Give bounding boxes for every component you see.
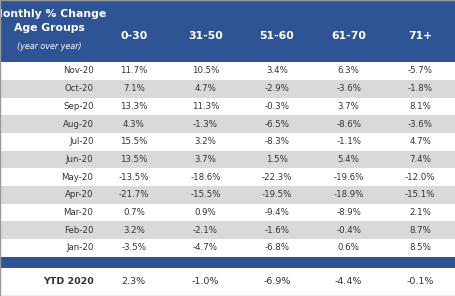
Text: 31-50: 31-50: [187, 31, 222, 41]
Text: Jul-20: Jul-20: [69, 137, 93, 146]
Text: -18.6%: -18.6%: [190, 173, 220, 181]
Text: -18.9%: -18.9%: [333, 190, 363, 199]
Text: -6.8%: -6.8%: [264, 243, 289, 252]
Bar: [0, 221, 455, 239]
Text: -3.6%: -3.6%: [407, 120, 432, 128]
Bar: [0, 80, 455, 97]
Text: Age Groups: Age Groups: [14, 23, 84, 33]
Text: 11.3%: 11.3%: [191, 102, 219, 111]
Text: -3.6%: -3.6%: [335, 84, 360, 93]
Text: 61-70: 61-70: [330, 31, 365, 41]
Text: 2.3%: 2.3%: [121, 277, 146, 287]
Text: 0.9%: 0.9%: [194, 208, 216, 217]
Text: Mar-20: Mar-20: [63, 208, 93, 217]
Text: YTD 2020: YTD 2020: [43, 277, 93, 287]
Text: -6.5%: -6.5%: [264, 120, 289, 128]
Text: 15.5%: 15.5%: [120, 137, 147, 146]
Text: -22.3%: -22.3%: [261, 173, 292, 181]
Text: -8.3%: -8.3%: [264, 137, 289, 146]
Text: 10.5%: 10.5%: [191, 67, 219, 75]
Text: 3.4%: 3.4%: [266, 67, 287, 75]
Text: May-20: May-20: [61, 173, 93, 181]
Text: 0-30: 0-30: [120, 31, 147, 41]
Text: Jun-20: Jun-20: [66, 155, 93, 164]
Text: -6.9%: -6.9%: [263, 277, 290, 287]
Bar: [0, 151, 455, 168]
Bar: [0, 97, 455, 115]
Text: Monthly % Change: Monthly % Change: [0, 9, 106, 19]
Text: -3.5%: -3.5%: [121, 243, 146, 252]
Bar: [0, 257, 455, 268]
Text: 13.5%: 13.5%: [120, 155, 147, 164]
Text: -4.7%: -4.7%: [192, 243, 217, 252]
Bar: [0, 168, 455, 186]
Text: Apr-20: Apr-20: [65, 190, 93, 199]
Text: 8.7%: 8.7%: [409, 226, 430, 235]
Text: -19.6%: -19.6%: [333, 173, 363, 181]
Text: 8.1%: 8.1%: [409, 102, 430, 111]
Text: 4.7%: 4.7%: [409, 137, 430, 146]
Text: 3.2%: 3.2%: [194, 137, 216, 146]
Text: 1.5%: 1.5%: [266, 155, 287, 164]
Text: -9.4%: -9.4%: [264, 208, 289, 217]
Text: Feb-20: Feb-20: [64, 226, 93, 235]
Bar: [0, 268, 455, 296]
Text: -4.4%: -4.4%: [334, 277, 362, 287]
Text: -0.4%: -0.4%: [335, 226, 360, 235]
Text: -1.8%: -1.8%: [407, 84, 432, 93]
Text: -15.5%: -15.5%: [190, 190, 220, 199]
Text: -1.1%: -1.1%: [335, 137, 360, 146]
Text: 3.7%: 3.7%: [337, 102, 359, 111]
Bar: [0, 62, 455, 80]
Text: -0.3%: -0.3%: [264, 102, 289, 111]
Text: -15.1%: -15.1%: [404, 190, 435, 199]
Text: 8.5%: 8.5%: [409, 243, 430, 252]
Bar: [0, 115, 455, 133]
Text: -12.0%: -12.0%: [404, 173, 435, 181]
Text: 6.3%: 6.3%: [337, 67, 359, 75]
Text: (year over year): (year over year): [17, 42, 81, 51]
Text: 11.7%: 11.7%: [120, 67, 147, 75]
Text: 3.2%: 3.2%: [123, 226, 144, 235]
Text: -2.9%: -2.9%: [264, 84, 289, 93]
Text: 5.4%: 5.4%: [337, 155, 359, 164]
Text: -1.0%: -1.0%: [191, 277, 219, 287]
Text: -1.6%: -1.6%: [264, 226, 289, 235]
Text: -8.9%: -8.9%: [335, 208, 360, 217]
Text: Jan-20: Jan-20: [66, 243, 93, 252]
Text: 71+: 71+: [407, 31, 431, 41]
Bar: [0, 133, 455, 151]
Bar: [0, 0, 455, 62]
Text: -2.1%: -2.1%: [192, 226, 217, 235]
Bar: [0, 186, 455, 204]
Text: Oct-20: Oct-20: [64, 84, 93, 93]
Text: 51-60: 51-60: [259, 31, 294, 41]
Text: 13.3%: 13.3%: [120, 102, 147, 111]
Text: Sep-20: Sep-20: [63, 102, 93, 111]
Text: -13.5%: -13.5%: [118, 173, 149, 181]
Text: 3.7%: 3.7%: [194, 155, 216, 164]
Text: -8.6%: -8.6%: [335, 120, 360, 128]
Text: 0.6%: 0.6%: [337, 243, 359, 252]
Bar: [0, 239, 455, 257]
Text: 2.1%: 2.1%: [409, 208, 430, 217]
Text: Nov-20: Nov-20: [63, 67, 93, 75]
Text: 7.1%: 7.1%: [123, 84, 144, 93]
Text: 4.7%: 4.7%: [194, 84, 216, 93]
Text: -5.7%: -5.7%: [407, 67, 432, 75]
Text: -0.1%: -0.1%: [405, 277, 433, 287]
Text: Aug-20: Aug-20: [62, 120, 93, 128]
Text: 7.4%: 7.4%: [409, 155, 430, 164]
Text: -21.7%: -21.7%: [118, 190, 149, 199]
Text: -19.5%: -19.5%: [261, 190, 292, 199]
Text: -1.3%: -1.3%: [192, 120, 217, 128]
Bar: [0, 204, 455, 221]
Text: 4.3%: 4.3%: [123, 120, 144, 128]
Text: 0.7%: 0.7%: [123, 208, 144, 217]
